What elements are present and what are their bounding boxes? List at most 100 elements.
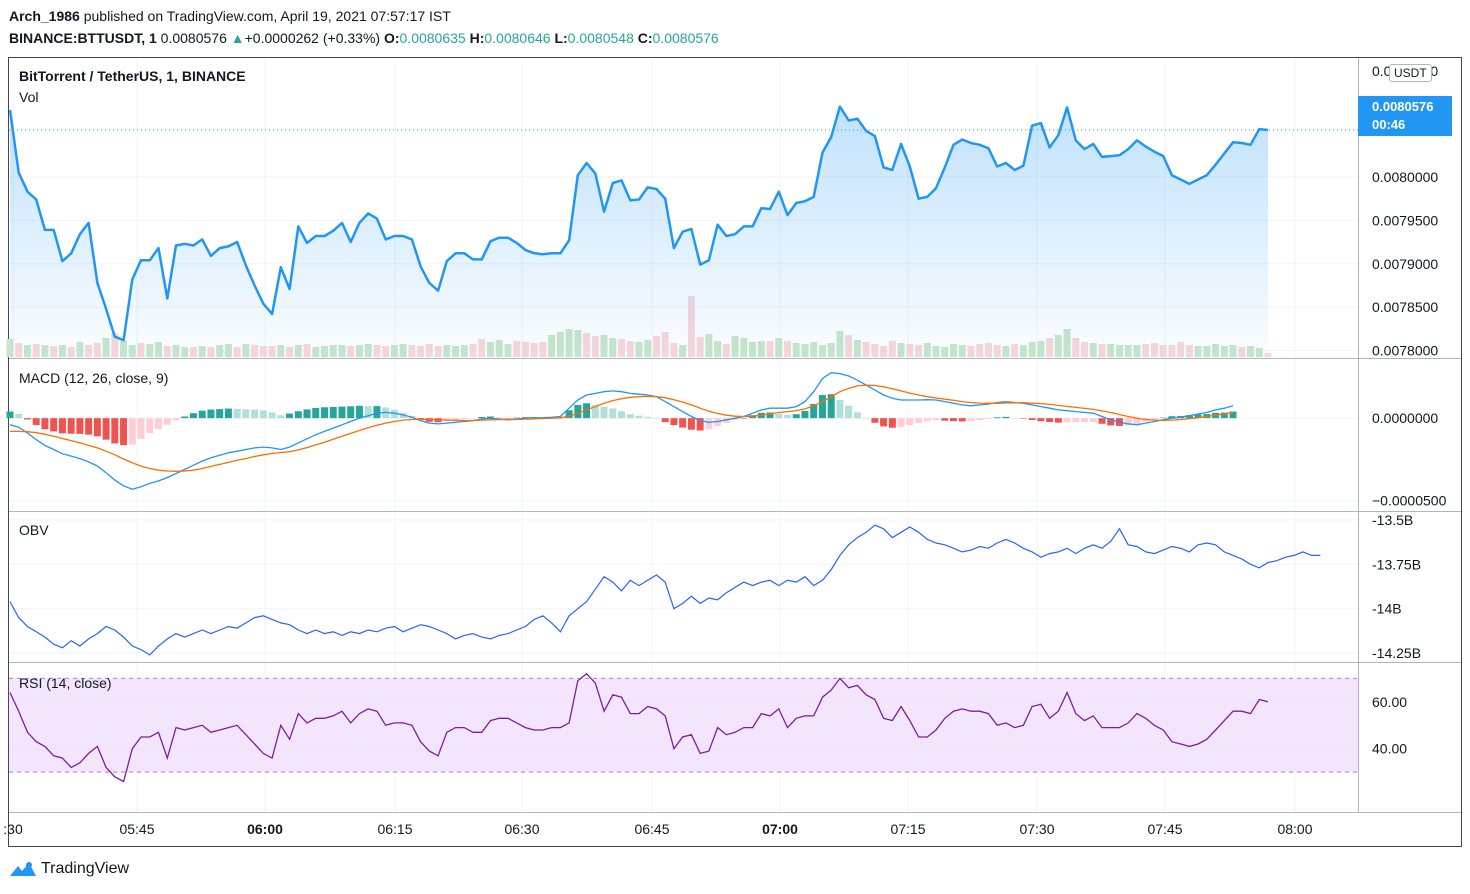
macd-histogram-bar [76, 418, 84, 434]
macd-histogram-bar [347, 406, 355, 419]
rsi-tick-label: 60.00 [1372, 694, 1407, 710]
rsi-band [9, 678, 1358, 773]
macd-histogram-bar [583, 403, 591, 419]
vol-pane-title: Vol [19, 89, 39, 105]
obv-line [9, 524, 1321, 656]
macd-histogram-bar [1098, 418, 1106, 424]
time-tick-label: :30 [3, 821, 23, 837]
macd-histogram-bar [722, 418, 730, 423]
macd-histogram-bar [1089, 418, 1097, 422]
macd-histogram-bar [85, 418, 93, 435]
macd-histogram-bar [163, 418, 171, 425]
macd-histogram-bar [836, 399, 844, 419]
macd-histogram-bar [670, 418, 678, 426]
macd-histogram-bar [15, 414, 23, 419]
macd-histogram-bar [23, 418, 31, 420]
macd-histogram-bar [565, 410, 573, 419]
macd-histogram-bar [652, 418, 660, 419]
macd-histogram-bar [1133, 418, 1141, 425]
macd-histogram-bar [574, 404, 582, 419]
macd-histogram-bar [93, 418, 101, 437]
macd-histogram-bar [321, 407, 328, 419]
macd-histogram-bar [128, 418, 136, 445]
macd-histogram-bar [993, 417, 1001, 419]
macd-histogram-bar [329, 406, 337, 419]
macd-histogram-bar [50, 418, 58, 432]
macd-histogram-bar [923, 418, 931, 422]
change-arrow-icon: ▲ [230, 30, 245, 46]
high-value: 0.0080646 [484, 30, 551, 46]
macd-histogram-bar [775, 413, 783, 419]
macd-histogram-bar [967, 418, 975, 422]
macd-histogram-bar [495, 417, 503, 419]
macd-histogram-bar [941, 418, 949, 421]
close-value: 0.0080576 [652, 30, 719, 46]
macd-histogram-bar [41, 418, 49, 430]
macd-histogram-bar [120, 418, 128, 446]
footer-brand[interactable]: TradingView [9, 860, 129, 878]
time-tick-label: 06:45 [634, 821, 669, 837]
macd-histogram-bar [766, 412, 774, 419]
macd-histogram-bar [1072, 418, 1080, 423]
price-tick-label: 0.0078500 [1372, 299, 1438, 315]
macd-histogram-bar [810, 403, 818, 419]
macd-histogram-bar [679, 418, 687, 428]
author-name[interactable]: Arch_1986 [9, 8, 80, 24]
macd-histogram-bar [845, 405, 853, 419]
rsi-tick-label: 40.00 [1372, 741, 1407, 757]
macd-histogram-bar [513, 417, 521, 419]
macd-histogram-bar [504, 418, 512, 419]
macd-histogram-bar [259, 410, 267, 419]
macd-histogram-bar [888, 418, 896, 428]
price-series [8, 105, 1358, 358]
currency-badge[interactable]: USDT [1389, 64, 1432, 82]
bar-countdown: 00:46 [1372, 117, 1406, 132]
low-label: L: [554, 30, 568, 46]
macd-histogram-bar [792, 414, 800, 419]
macd-histogram-bar [740, 418, 748, 419]
macd-tick-label: 0.0000000 [1372, 410, 1438, 426]
macd-histogram-bar [880, 418, 888, 427]
obv-tick-label: -14.25B [1372, 645, 1421, 661]
price-axis[interactable]: 0.0078000 0.0078500 0.0079000 0.0079500 0.00… [1372, 63, 1447, 757]
macd-histogram-bar [635, 415, 643, 419]
close-label: C: [637, 30, 653, 46]
macd-histogram-bar [1150, 418, 1158, 420]
macd-histogram-bar [286, 413, 294, 419]
macd-line [9, 372, 1234, 490]
time-axis[interactable]: :30 05:45 06:00 06:15 06:30 06:45 07:00 07:15 07… [3, 821, 1312, 837]
macd-histogram-bar [224, 408, 232, 419]
obv-tick-label: -13.75B [1372, 556, 1421, 572]
macd-histogram-bar [181, 416, 189, 419]
open-value: 0.0080635 [399, 30, 466, 46]
macd-histogram-bar [1063, 418, 1071, 423]
macd-histogram-bar [486, 416, 494, 419]
macd-histogram-bar [146, 418, 154, 434]
macd-histogram-bar [364, 406, 372, 419]
macd-histogram-bar [1159, 417, 1167, 419]
time-tick-label: 06:30 [504, 821, 539, 837]
macd-histogram-bar [591, 404, 599, 419]
macd-histogram-bar [460, 418, 468, 420]
macd-histogram-bar [216, 409, 224, 419]
macd-histogram-bar [172, 418, 180, 421]
macd-histogram-bar [6, 411, 14, 419]
macd-histogram-bar [207, 409, 215, 419]
macd-histogram-bar [915, 418, 923, 424]
macd-histogram-bar [705, 418, 713, 430]
macd-histogram-bar [1019, 418, 1027, 419]
chart-frame [8, 57, 1462, 847]
macd-histogram-bar [801, 410, 809, 419]
macd-histogram-bar [1229, 411, 1237, 419]
price-area [10, 106, 1268, 358]
macd-histogram-bar [137, 418, 145, 439]
time-tick-label: 08:00 [1277, 821, 1312, 837]
macd-histogram-bar [1124, 418, 1132, 426]
last-price-tag: 0.0080576 00:46 [1358, 96, 1452, 136]
time-tick-label: 07:30 [1019, 821, 1054, 837]
last-price-tag-value: 0.0080576 [1372, 99, 1434, 114]
high-label: H: [469, 30, 485, 46]
macd-histogram-bar [277, 415, 285, 419]
price-line [8, 105, 1269, 342]
